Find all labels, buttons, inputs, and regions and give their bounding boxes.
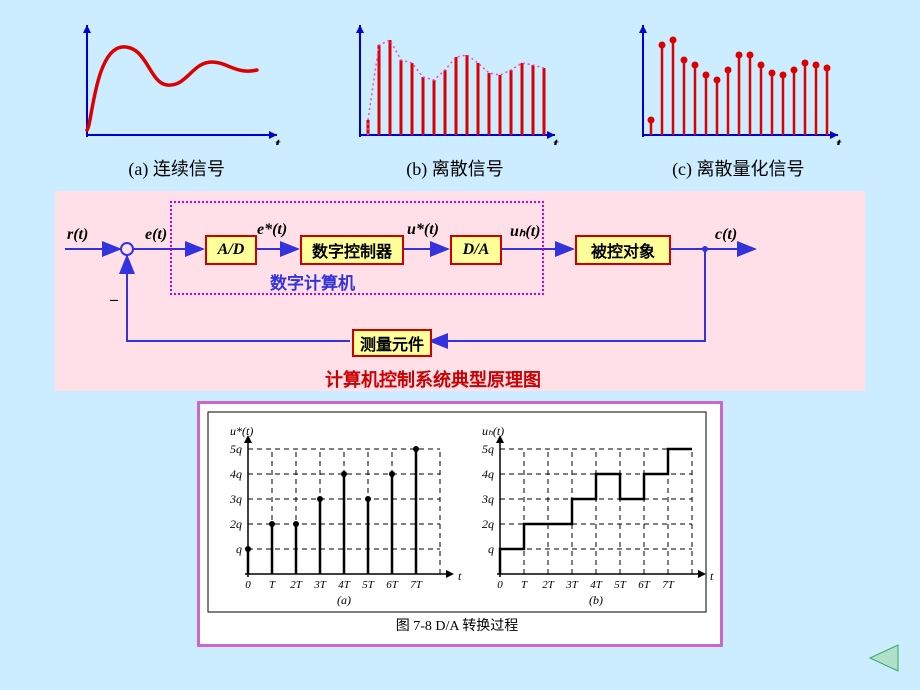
quantized-signal-block: t (c) 离散量化信号	[623, 15, 853, 181]
svg-text:3q: 3q	[229, 492, 242, 506]
svg-text:3q: 3q	[481, 492, 494, 506]
svg-text:u*(t): u*(t)	[230, 424, 253, 438]
block-diagram-title: 计算机控制系统典型原理图	[325, 366, 541, 392]
da-figure-svg: q 2q 3q 4q 5q 0 T 2T 3T 4T 5T 6T 7T t u*(t) (a) q 2q 3q 4q…	[200, 404, 714, 638]
prev-slide-button[interactable]	[866, 643, 902, 678]
label-c: c(t)	[715, 226, 737, 244]
svg-text:0: 0	[497, 579, 503, 591]
da-conversion-figure: q 2q 3q 4q 5q 0 T 2T 3T 4T 5T 6T 7T t u*(t) (a) q 2q 3q 4q…	[197, 401, 723, 647]
svg-text:q: q	[488, 542, 494, 556]
label-e: e(t)	[145, 226, 167, 244]
axis-label-t: t	[275, 134, 281, 145]
svg-text:6T: 6T	[638, 579, 651, 591]
quantized-caption: (c) 离散量化信号	[623, 155, 853, 181]
svg-text:(b): (b)	[589, 593, 603, 607]
measurement-box: 测量元件	[352, 329, 432, 357]
da-caption: 图 7-8 D/A 转换过程	[396, 617, 519, 634]
svg-text:4q: 4q	[482, 467, 494, 481]
svg-text:5T: 5T	[362, 579, 375, 591]
continuous-caption: (a) 连续信号	[67, 155, 287, 181]
plant-box: 被控对象	[575, 235, 671, 265]
svg-text:3T: 3T	[565, 579, 579, 591]
svg-text:2q: 2q	[230, 517, 242, 531]
svg-text:4q: 4q	[230, 467, 242, 481]
svg-text:3T: 3T	[313, 579, 327, 591]
computer-label: 数字计算机	[270, 269, 355, 294]
continuous-signal-plot: t	[67, 15, 287, 145]
svg-text:7T: 7T	[662, 579, 675, 591]
da-box: D/A	[450, 235, 502, 265]
svg-text:(a): (a)	[337, 593, 351, 607]
svg-text:4T: 4T	[590, 579, 603, 591]
label-ustar: u*(t)	[407, 221, 439, 239]
svg-text:2T: 2T	[542, 579, 555, 591]
svg-text:5q: 5q	[482, 442, 494, 456]
svg-text:7T: 7T	[410, 579, 423, 591]
svg-text:5q: 5q	[230, 442, 242, 456]
signals-row: t (a) 连续信号 t (b) 离散信号 t (c) 离散量化信号	[0, 0, 920, 181]
svg-text:uₕ(t): uₕ(t)	[482, 424, 504, 438]
svg-text:t: t	[458, 569, 462, 583]
svg-text:5T: 5T	[614, 579, 627, 591]
svg-text:4T: 4T	[338, 579, 351, 591]
axis-label-t: t	[836, 134, 842, 145]
discrete-caption: (b) 离散信号	[340, 155, 570, 181]
label-uh: uₕ(t)	[510, 221, 540, 241]
continuous-signal-block: t (a) 连续信号	[67, 15, 287, 181]
svg-text:T: T	[269, 579, 276, 591]
svg-text:T: T	[521, 579, 528, 591]
svg-text:6T: 6T	[386, 579, 399, 591]
svg-text:2q: 2q	[482, 517, 494, 531]
block-diagram: A/D 数字控制器 D/A 被控对象 测量元件 r(t) e(t) e*(t) …	[55, 191, 865, 391]
svg-text:0: 0	[245, 579, 251, 591]
controller-box: 数字控制器	[300, 235, 404, 265]
axis-label-t: t	[553, 134, 559, 145]
quantized-signal-plot: t	[623, 15, 853, 145]
discrete-signal-plot: t	[340, 15, 570, 145]
ad-box: A/D	[205, 235, 257, 265]
label-minus: –	[110, 291, 118, 309]
svg-text:t: t	[710, 569, 714, 583]
discrete-signal-block: t (b) 离散信号	[340, 15, 570, 181]
label-r: r(t)	[67, 226, 88, 244]
label-estar: e*(t)	[257, 221, 287, 239]
svg-text:q: q	[236, 542, 242, 556]
svg-text:2T: 2T	[290, 579, 303, 591]
